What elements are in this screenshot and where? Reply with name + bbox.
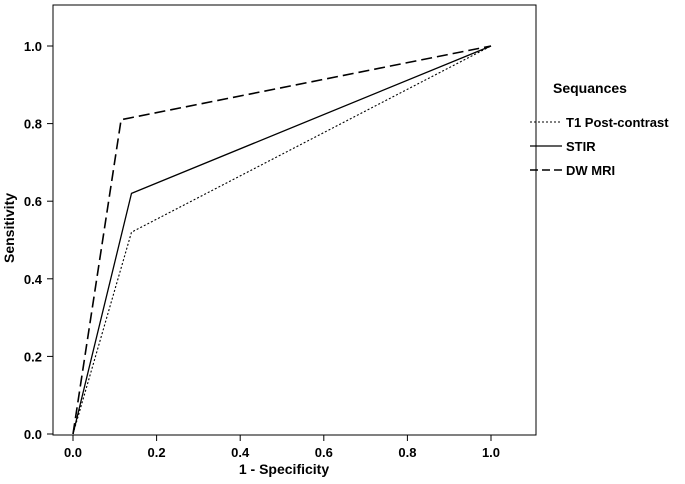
x-tick-label: 0.8 (398, 445, 416, 460)
plot-area (52, 4, 537, 436)
x-tick-label: 0.6 (315, 445, 333, 460)
legend-title: Sequances (553, 80, 627, 96)
x-tick-label: 0.4 (231, 445, 250, 460)
series-lines (72, 45, 492, 435)
y-tick-label: 0.6 (24, 194, 42, 209)
y-axis-title: Sensitivity (1, 193, 17, 263)
x-axis: 0.0 0.2 0.4 0.6 0.8 1.0 (64, 435, 500, 460)
legend-label: DW MRI (566, 163, 615, 178)
series-line-2 (72, 45, 492, 435)
y-tick-label: 0.4 (24, 272, 43, 287)
x-tick-label: 1.0 (482, 445, 500, 460)
x-tick-label: 0.2 (148, 445, 166, 460)
x-axis-title: 1 - Specificity (239, 461, 329, 477)
legend-label: STIR (566, 139, 596, 154)
y-tick-label: 0.2 (24, 349, 42, 364)
y-tick-label: 0.8 (24, 117, 42, 132)
y-tick-label: 1.0 (24, 39, 42, 54)
y-axis: 0.0 0.2 0.4 0.6 0.8 1.0 (24, 39, 53, 442)
legend: Sequances T1 Post-contrast STIR DW MRI (530, 80, 669, 178)
series-line-3 (72, 45, 492, 435)
legend-label: T1 Post-contrast (566, 115, 669, 130)
y-tick-label: 0.0 (24, 427, 42, 442)
series-line-1 (72, 45, 492, 435)
x-tick-label: 0.0 (64, 445, 82, 460)
